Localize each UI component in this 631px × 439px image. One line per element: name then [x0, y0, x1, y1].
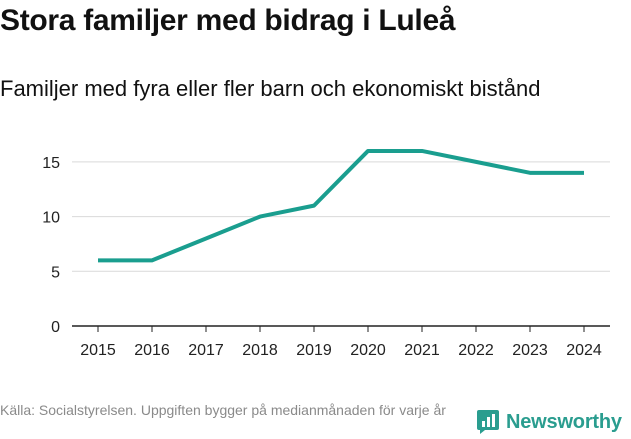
source-note: Källa: Socialstyrelsen. Uppgiften bygger… [0, 402, 446, 418]
chart-title: Stora familjer med bidrag i Luleå [0, 4, 456, 37]
line-chart: 0 5 10 15 2015 2016 2017 2018 2019 2020 2021 2022 20… [42, 148, 610, 359]
x-tick-label: 2015 [80, 342, 116, 359]
y-tick-label: 10 [42, 210, 60, 227]
series [97, 148, 585, 263]
y-tick-label: 15 [42, 155, 60, 172]
bar-chart-icon [477, 410, 499, 434]
chart-subtitle: Familjer med fyra eller fler barn och ek… [0, 76, 541, 101]
x-tick-label: 2017 [188, 342, 224, 359]
x-tick-label: 2024 [566, 342, 602, 359]
x-tick-label: 2019 [296, 342, 332, 359]
x-tick-label: 2023 [512, 342, 548, 359]
brand-name: Newsworthy [506, 410, 622, 433]
x-tick-label: 2020 [350, 342, 386, 359]
x-tick-label: 2016 [134, 342, 170, 359]
x-tick-label: 2018 [242, 342, 278, 359]
y-tick-label: 0 [51, 319, 60, 336]
series-line [98, 148, 584, 263]
y-tick-label: 5 [51, 264, 60, 281]
newsworthy-logo: Newsworthy [476, 409, 622, 435]
axes: 0 5 10 15 2015 2016 2017 2018 2019 2020 2021 2022 20… [42, 155, 610, 359]
x-tick-label: 2021 [404, 342, 440, 359]
x-tick-label: 2022 [458, 342, 494, 359]
gridlines [72, 161, 610, 272]
